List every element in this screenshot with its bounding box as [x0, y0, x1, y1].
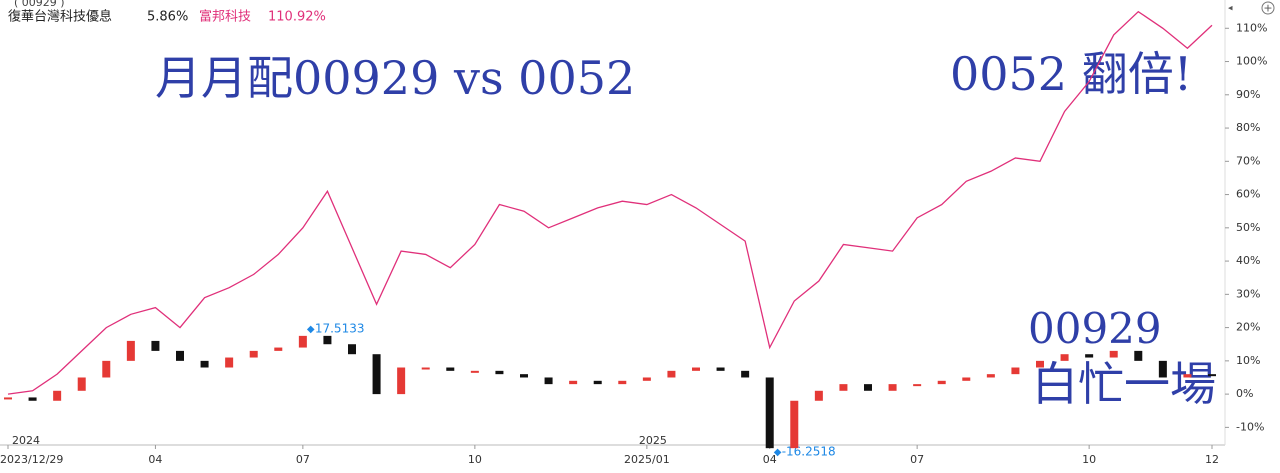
- candle: [176, 350, 184, 361]
- candle: [372, 354, 381, 395]
- legend-name: 富邦科技: [199, 9, 251, 25]
- candle: [323, 335, 332, 345]
- x-tick-label: 07: [296, 453, 310, 466]
- candle: [1036, 360, 1044, 368]
- candle: [1085, 354, 1094, 358]
- candle: [1158, 360, 1167, 378]
- y-tick-label: 60%: [1236, 188, 1260, 201]
- candle: [814, 390, 823, 401]
- value-label: -16.2518: [782, 445, 836, 459]
- y-tick-label: -10%: [1236, 420, 1264, 433]
- value-label: 17.5133: [315, 321, 365, 335]
- candle: [298, 335, 307, 348]
- candle: [1109, 350, 1118, 358]
- zoom-button[interactable]: [1261, 1, 1275, 15]
- x-tick-label: 12: [1205, 453, 1219, 466]
- x-tick-label: 10: [1082, 453, 1096, 466]
- caption: 0052 翻倍!: [950, 47, 1192, 101]
- candle: [864, 384, 872, 391]
- x-tick-label: 2023/12/29: [0, 453, 63, 466]
- candle: [397, 367, 406, 395]
- candle: [913, 384, 922, 387]
- candle: [520, 374, 528, 378]
- candle: [937, 380, 946, 385]
- caption: 00929: [1028, 304, 1162, 353]
- x-tick-label: 10: [468, 453, 482, 466]
- candle: [495, 370, 504, 375]
- legend-value: 110.92%: [268, 10, 326, 25]
- zoom-icon[interactable]: +: [1263, 2, 1272, 15]
- candle: [692, 367, 700, 371]
- candle: [151, 340, 160, 351]
- candle: [888, 384, 897, 391]
- y-tick-label: 10%: [1236, 354, 1260, 367]
- candle: [765, 377, 774, 449]
- x-tick-label: 2025/01: [624, 453, 670, 466]
- candle: [200, 360, 209, 368]
- y-tick-label: 20%: [1236, 321, 1260, 334]
- candle: [77, 377, 86, 391]
- y-tick-label: 30%: [1236, 287, 1260, 300]
- y-tick-label: 40%: [1236, 254, 1260, 267]
- y-tick-label: 0%: [1236, 387, 1253, 400]
- caption: 白忙一場: [1032, 357, 1216, 411]
- candle: [544, 377, 553, 385]
- legend-name: 復華台灣科技優息: [8, 9, 112, 25]
- y-tick-label: 70%: [1236, 154, 1260, 167]
- candle: [348, 344, 356, 355]
- value-label-arrow: ◆: [307, 324, 315, 335]
- x-tick-label: 04: [763, 453, 777, 466]
- legend-value: 5.86%: [147, 10, 188, 25]
- candle: [569, 380, 578, 385]
- candle: [225, 357, 234, 368]
- icon[interactable]: ◂: [1228, 4, 1233, 14]
- candle: [593, 380, 602, 385]
- y-tick-label: 90%: [1236, 88, 1260, 101]
- candle: [421, 367, 430, 370]
- candle: [1060, 354, 1069, 361]
- candle: [642, 377, 651, 381]
- header-code: ( 00929 ): [14, 0, 65, 9]
- y-tick-label: 110%: [1236, 21, 1267, 34]
- candle: [618, 380, 627, 385]
- candle: [1011, 367, 1020, 375]
- candle: [986, 374, 995, 378]
- line-series: [7, 10, 1213, 395]
- y-tick-label: 50%: [1236, 221, 1260, 234]
- candle: [102, 360, 111, 378]
- candle: [667, 370, 676, 378]
- candle: [274, 347, 283, 351]
- candle: [446, 367, 455, 371]
- candle: [470, 370, 479, 373]
- candle: [716, 367, 725, 371]
- x-tick-label: 04: [148, 453, 162, 466]
- candle: [1183, 374, 1192, 378]
- candle: [1134, 350, 1143, 361]
- candle: [962, 377, 971, 381]
- candle: [741, 370, 750, 378]
- candle: [1208, 374, 1216, 377]
- value-label-arrow: ◆: [774, 447, 782, 458]
- candle: [53, 390, 62, 401]
- candle: [790, 400, 799, 449]
- y-tick-label: 100%: [1236, 55, 1267, 68]
- y-tick-label: 80%: [1236, 121, 1260, 134]
- candle: [28, 397, 37, 401]
- candle: [249, 350, 258, 358]
- year-label: 2024: [12, 434, 40, 447]
- caption: 月月配00929 vs 0052: [155, 51, 635, 105]
- candle: [4, 397, 12, 400]
- year-label: 2025: [639, 434, 667, 447]
- candle: [839, 384, 848, 391]
- x-tick-label: 07: [910, 453, 924, 466]
- candle: [126, 340, 135, 361]
